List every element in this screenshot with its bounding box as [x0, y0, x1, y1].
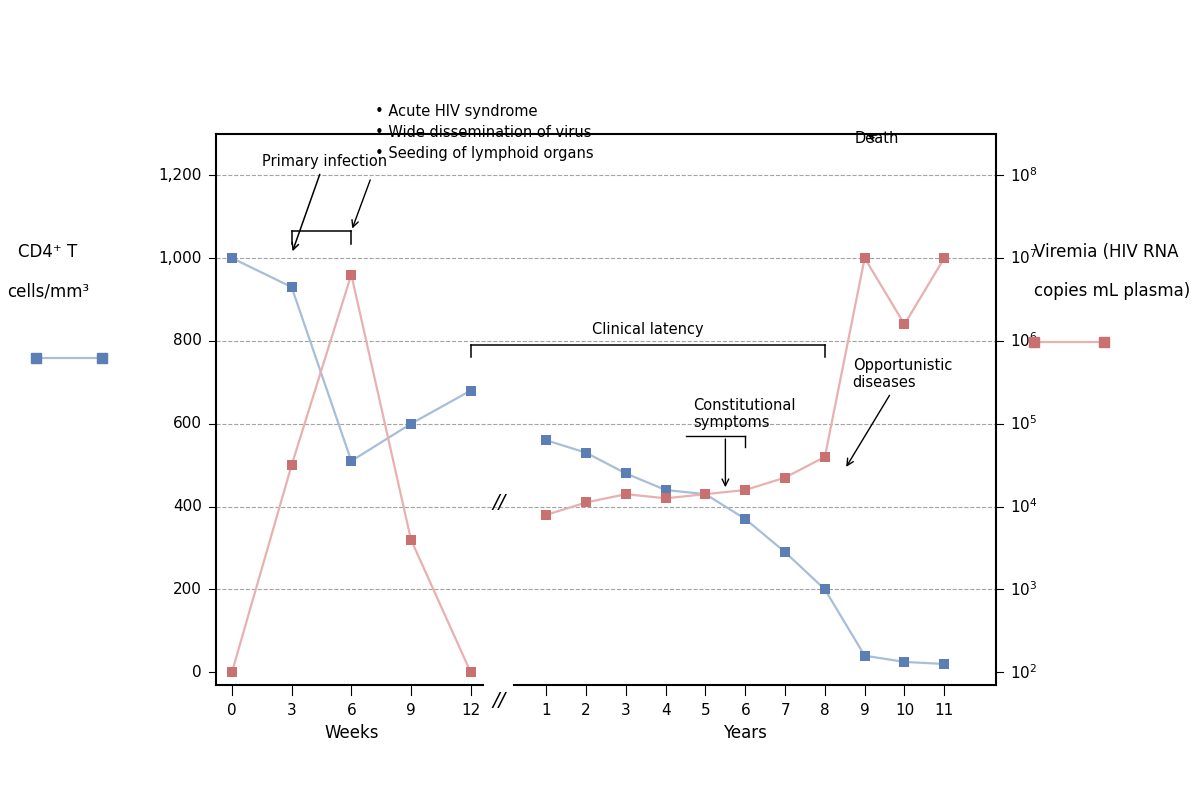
Text: 400: 400	[173, 499, 202, 514]
Text: $10^4$: $10^4$	[1010, 497, 1038, 516]
Text: Constitutional
symptoms: Constitutional symptoms	[694, 397, 796, 430]
Text: $10^5$: $10^5$	[1010, 415, 1037, 433]
Text: 0: 0	[227, 704, 236, 719]
Text: 0: 0	[192, 665, 202, 680]
Text: 1,200: 1,200	[158, 168, 202, 183]
Text: Weeks: Weeks	[324, 724, 378, 742]
Text: 9: 9	[406, 704, 416, 719]
Text: Primary infection: Primary infection	[262, 154, 386, 249]
Text: Opportunistic
diseases: Opportunistic diseases	[847, 358, 952, 466]
Text: 11: 11	[935, 704, 954, 719]
Text: $10^2$: $10^2$	[1010, 663, 1037, 682]
Text: 9: 9	[859, 704, 870, 719]
Text: 800: 800	[173, 334, 202, 349]
Text: //: //	[492, 691, 505, 710]
Text: $10^6$: $10^6$	[1010, 331, 1038, 350]
Text: Death: Death	[854, 131, 899, 146]
Text: copies mL plasma): copies mL plasma)	[1034, 283, 1190, 300]
Text: Clinical latency: Clinical latency	[592, 322, 703, 337]
Text: • Acute HIV syndrome
• Wide dissemination of virus
• Seeding of lymphoid organs: • Acute HIV syndrome • Wide disseminatio…	[376, 104, 594, 161]
Text: 4: 4	[661, 704, 671, 719]
Text: 600: 600	[173, 416, 202, 431]
Text: 3: 3	[287, 704, 296, 719]
Text: 200: 200	[173, 582, 202, 597]
Text: $10^7$: $10^7$	[1010, 249, 1037, 268]
Text: 8: 8	[820, 704, 829, 719]
Text: 2: 2	[581, 704, 590, 719]
Text: 3: 3	[622, 704, 631, 719]
Text: 6: 6	[347, 704, 356, 719]
Text: Years: Years	[724, 724, 767, 742]
Text: 1,000: 1,000	[158, 250, 202, 265]
Text: 10: 10	[895, 704, 914, 719]
Text: 6: 6	[740, 704, 750, 719]
Text: Viremia (HIV RNA: Viremia (HIV RNA	[1034, 243, 1178, 260]
Text: 12: 12	[461, 704, 480, 719]
Text: CD4⁺ T: CD4⁺ T	[18, 243, 78, 260]
Text: 5: 5	[701, 704, 710, 719]
Text: $10^8$: $10^8$	[1010, 166, 1038, 185]
Text: $10^3$: $10^3$	[1010, 580, 1037, 599]
Text: 7: 7	[780, 704, 790, 719]
Text: 1: 1	[541, 704, 551, 719]
Text: cells/mm³: cells/mm³	[7, 283, 89, 300]
Text: //: //	[492, 493, 505, 512]
